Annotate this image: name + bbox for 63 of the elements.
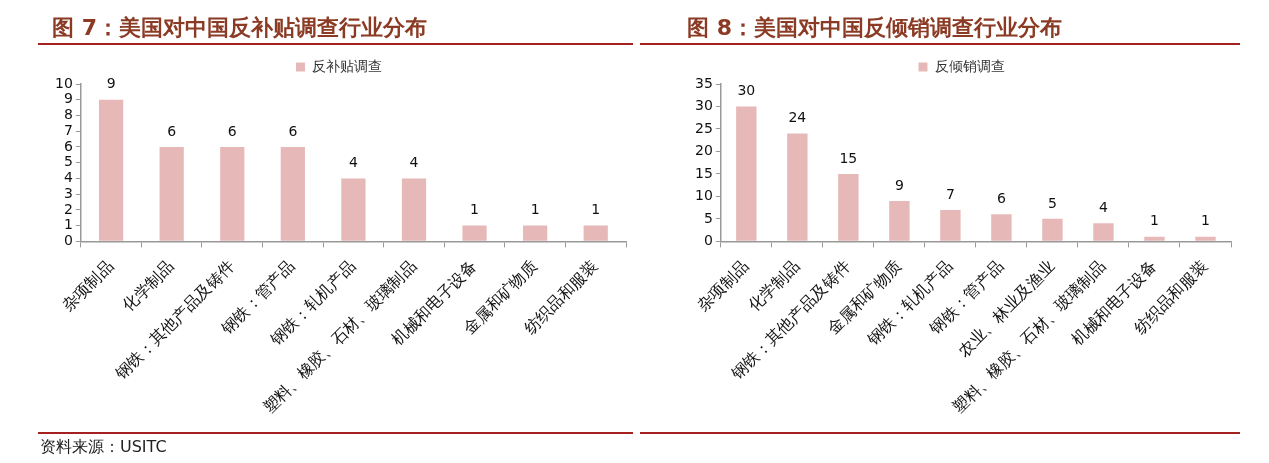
data-label: 6: [288, 122, 298, 139]
y-tick-label: 5: [63, 153, 73, 170]
y-tick-label: 0: [703, 231, 713, 248]
bar: [838, 173, 859, 241]
data-label: 7: [945, 185, 955, 202]
bar: [940, 209, 961, 241]
bar: [523, 225, 548, 241]
data-label: 6: [996, 190, 1006, 207]
bar: [1042, 218, 1063, 241]
y-tick-label: 30: [694, 97, 713, 114]
bar: [1093, 223, 1114, 241]
y-tick-label: 5: [703, 209, 713, 226]
y-tick-label: 35: [694, 74, 713, 91]
bar: [98, 99, 124, 241]
y-tick-label: 1: [63, 216, 73, 233]
bar: [159, 146, 184, 241]
bar: [220, 146, 245, 241]
data-label: 6: [227, 122, 237, 139]
bar: [280, 146, 305, 241]
text: 资料来源：USITC: [40, 437, 167, 457]
y-tick-label: 10: [694, 187, 713, 204]
data-label: 1: [1150, 212, 1159, 229]
legend-label: 反倾销调查: [934, 57, 1005, 74]
data-label: 24: [788, 109, 807, 126]
y-tick-label: 20: [694, 142, 713, 159]
y-tick-label: 25: [694, 119, 713, 136]
y-tick-label: 3: [63, 184, 73, 201]
data-label: 9: [106, 75, 116, 92]
y-tick-label: 15: [694, 164, 713, 181]
legend-label: 反补贴调查: [312, 57, 382, 74]
data-label: 4: [348, 154, 358, 171]
bar: [583, 225, 608, 241]
data-label: 4: [409, 154, 419, 171]
bar: [341, 178, 366, 241]
chart-title: 图 8：美国对中国反倾销调查行业分布: [687, 15, 1062, 41]
bar: [736, 106, 757, 241]
bar: [401, 178, 427, 241]
data-label: 1: [470, 201, 480, 218]
y-tick-label: 2: [63, 200, 73, 217]
x-tick-label: 杂项制品: [58, 256, 117, 316]
bar: [889, 200, 910, 241]
y-tick-label: 6: [63, 137, 73, 154]
bar: [787, 133, 808, 241]
chart-title: 图 7：美国对中国反补贴调查行业分布: [52, 15, 427, 41]
y-tick-label: 8: [63, 106, 73, 123]
data-label: 6: [167, 122, 177, 139]
bar: [991, 214, 1012, 241]
data-label: 1: [1201, 212, 1210, 229]
data-label: 9: [894, 176, 904, 193]
data-label: 4: [1098, 199, 1108, 215]
y-tick-label: 10: [54, 74, 73, 91]
data-label: 30: [737, 82, 756, 99]
data-label: 1: [591, 201, 601, 218]
y-tick-label: 7: [63, 121, 73, 138]
bar: [462, 225, 487, 241]
data-label: 5: [1047, 194, 1057, 211]
y-tick-label: 9: [63, 90, 73, 107]
y-tick-label: 0: [63, 231, 73, 248]
y-tick-label: 4: [63, 169, 73, 186]
data-label: 1: [530, 201, 540, 218]
data-label: 15: [839, 149, 858, 166]
bar: [1144, 236, 1165, 241]
bar: [1195, 236, 1216, 241]
